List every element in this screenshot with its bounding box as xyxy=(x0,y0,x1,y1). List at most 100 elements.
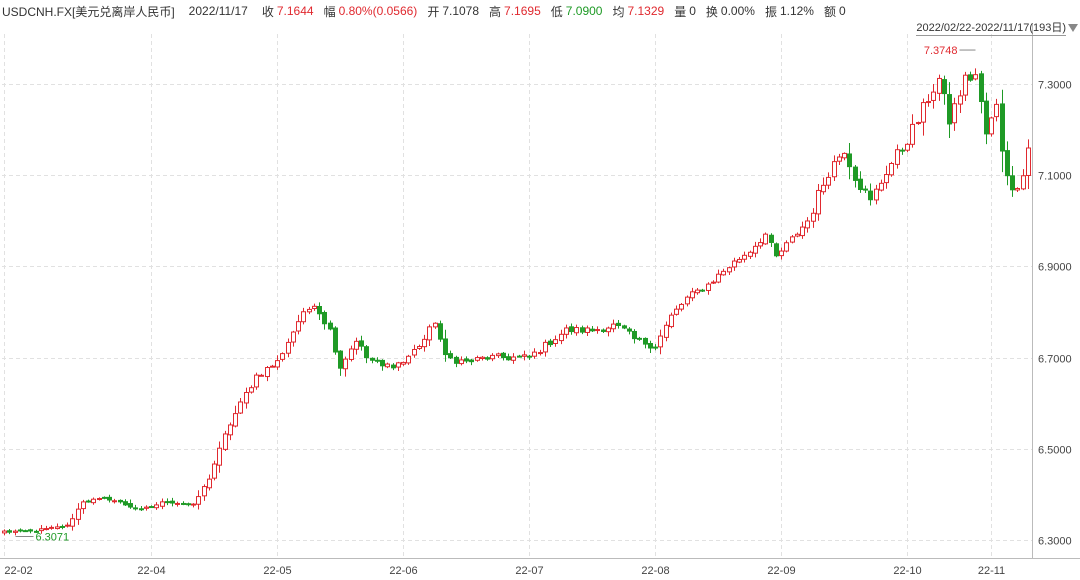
candle-body xyxy=(165,501,170,504)
candle-body xyxy=(249,387,254,393)
candle-body xyxy=(469,359,474,363)
open-label: 开 xyxy=(427,4,440,19)
candle-body xyxy=(632,330,637,340)
candle-body xyxy=(522,354,527,357)
candle-body xyxy=(18,529,23,532)
candle-body xyxy=(790,236,795,243)
candle-body xyxy=(181,502,186,505)
candle-body xyxy=(748,251,753,257)
candle-body xyxy=(963,74,968,96)
candle-body xyxy=(879,182,884,191)
candle-body xyxy=(118,499,123,503)
candle-body xyxy=(826,176,831,186)
candle-body xyxy=(958,95,963,105)
candle-body xyxy=(742,254,747,260)
candle-body xyxy=(217,447,222,466)
candle-body xyxy=(60,525,65,528)
candle-body xyxy=(543,341,548,353)
candle-body xyxy=(874,188,879,201)
candle-body xyxy=(202,486,207,497)
candle-body xyxy=(244,392,249,404)
candle-body xyxy=(396,362,401,368)
candle-body xyxy=(207,478,212,489)
candle-body xyxy=(585,327,590,333)
candle-body xyxy=(816,189,821,215)
candle-body xyxy=(2,530,7,534)
candle-body xyxy=(212,463,217,479)
y-tick-label: 7.1000 xyxy=(1038,171,1072,183)
candle-body xyxy=(13,530,18,533)
x-tick-label: 22-09 xyxy=(767,565,795,577)
candle-body xyxy=(595,329,600,332)
candle-body xyxy=(343,358,348,370)
candle-body xyxy=(853,166,858,181)
y-tick-label: 6.7000 xyxy=(1038,354,1072,366)
candle-body xyxy=(994,103,999,118)
candle-body xyxy=(1015,188,1020,191)
candle-body xyxy=(889,162,894,176)
candle-body xyxy=(1005,150,1010,177)
candle-body xyxy=(370,357,375,361)
candle-body xyxy=(28,529,33,532)
min-value-label: 6.3071 xyxy=(36,532,70,544)
candle-body xyxy=(112,500,117,503)
candle-body xyxy=(265,367,270,378)
candle-body xyxy=(275,360,280,368)
candle-body xyxy=(779,250,784,257)
candle-body xyxy=(900,149,905,152)
chevron-down-icon[interactable] xyxy=(1068,24,1078,32)
candle-body xyxy=(590,328,595,332)
candle-body xyxy=(758,242,763,247)
candle-body xyxy=(191,503,196,506)
candle-body xyxy=(160,501,165,507)
max-value-label: 7.3748 xyxy=(924,45,958,57)
candle-body xyxy=(716,273,721,283)
date-range-selector[interactable]: 2022/02/22-2022/11/17(193日) xyxy=(916,22,1066,36)
candle-body xyxy=(375,359,380,362)
candle-body xyxy=(23,530,28,533)
candle-body xyxy=(795,233,800,237)
candle-body xyxy=(832,161,837,178)
candle-body xyxy=(695,289,700,294)
amount-value: 0 xyxy=(839,4,846,18)
candle-body xyxy=(391,364,396,369)
x-tick-label: 22-06 xyxy=(389,565,417,577)
high-label: 高 xyxy=(489,4,502,19)
quote-info-bar: USDCNH.FX[美元兑离岸人民币] 2022/11/17 收 7.1644 … xyxy=(0,0,1080,22)
candle-body xyxy=(769,234,774,243)
avg-value: 7.1329 xyxy=(627,4,665,18)
candle-body xyxy=(685,296,690,305)
candle-body xyxy=(910,123,915,145)
candle-body xyxy=(76,508,81,520)
candle-body xyxy=(34,530,39,533)
candle-body xyxy=(228,424,233,436)
candle-body xyxy=(574,327,579,334)
candle-body xyxy=(706,283,711,291)
candles xyxy=(2,68,1031,536)
candle-body xyxy=(86,500,91,503)
x-tick-label: 22-11 xyxy=(978,565,1005,577)
candle-body xyxy=(333,327,338,353)
chart-grid xyxy=(2,34,1032,558)
candle-body xyxy=(49,526,54,529)
candle-body xyxy=(149,506,154,509)
candle-body xyxy=(322,311,327,325)
chart-axes: 6.3000 6.5000 6.7000 6.9000 7.1000 7.3000 22-0… xyxy=(0,24,1080,577)
candle-body xyxy=(837,156,842,162)
low-label: 低 xyxy=(550,4,563,19)
candle-body xyxy=(259,374,264,377)
candle-body xyxy=(354,340,359,350)
candle-body xyxy=(622,325,627,329)
candle-body xyxy=(732,260,737,268)
candle-body xyxy=(721,270,726,276)
symbol-name: USDCNH.FX[美元兑离岸人民币] xyxy=(2,4,175,19)
candle-body xyxy=(328,322,333,330)
y-tick-label: 7.3000 xyxy=(1038,80,1072,92)
candle-body xyxy=(97,497,102,500)
candle-body xyxy=(564,327,569,335)
candle-body xyxy=(847,153,852,168)
candle-body xyxy=(406,355,411,364)
candle-body xyxy=(485,357,490,360)
candle-body xyxy=(753,245,758,254)
